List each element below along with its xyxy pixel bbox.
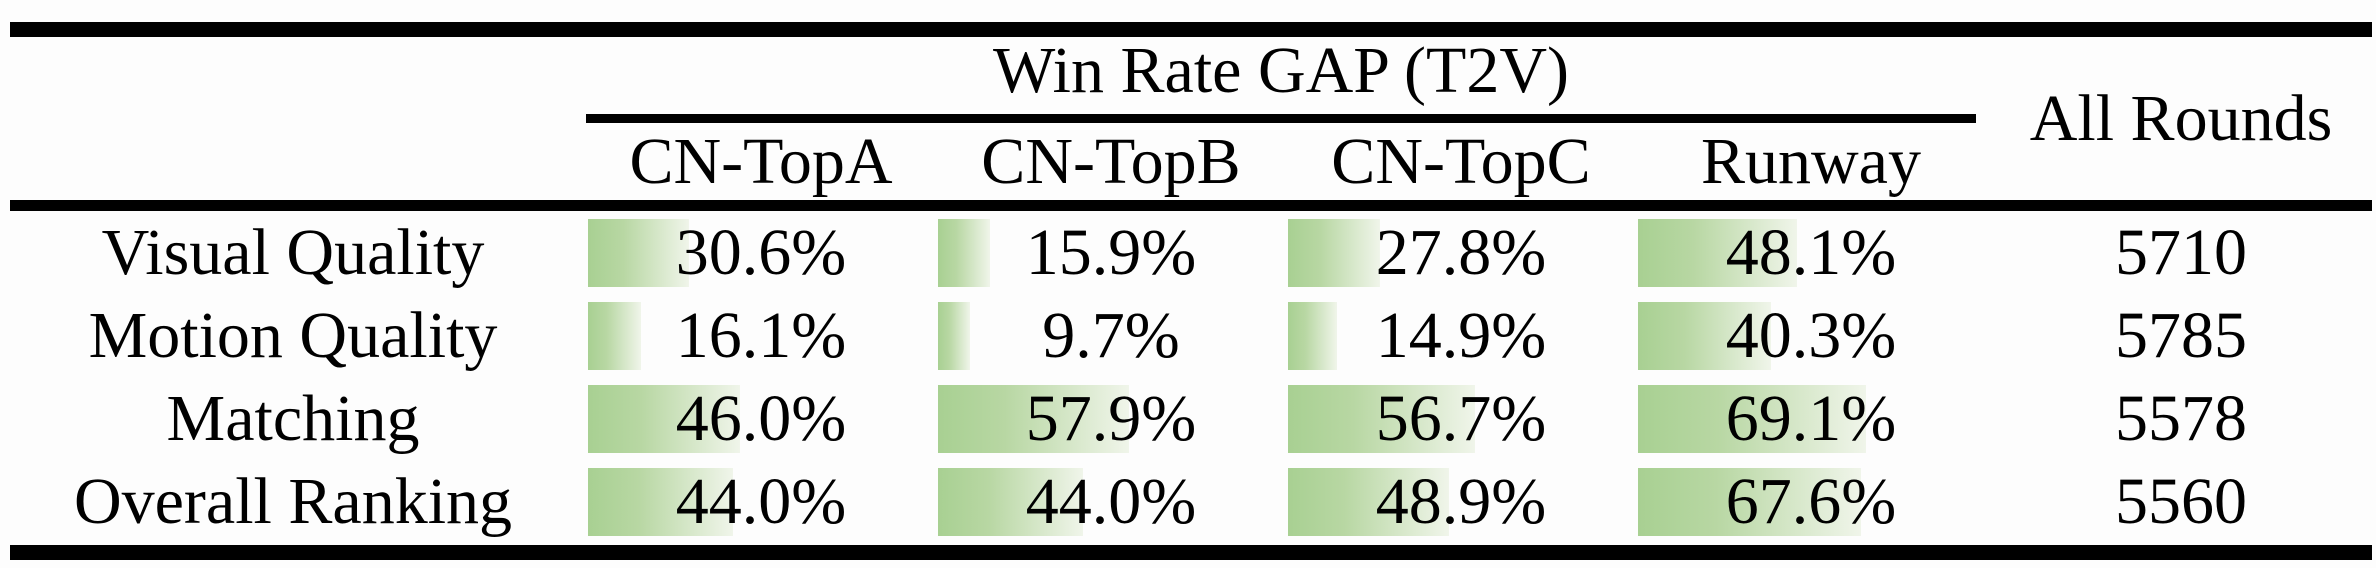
data-cell: 44.0% bbox=[936, 464, 1286, 538]
data-cell: 67.6% bbox=[1636, 464, 1986, 538]
win-rate-bar bbox=[588, 384, 740, 453]
column-header-cn-topc: CN-TopC bbox=[1331, 124, 1591, 198]
row-label: Matching bbox=[166, 381, 420, 455]
data-cell: 9.7% bbox=[936, 298, 1286, 372]
column-header-cn-topa: CN-TopA bbox=[629, 124, 893, 198]
all-rounds-value: 5710 bbox=[2115, 215, 2247, 289]
data-cell: 48.9% bbox=[1286, 464, 1636, 538]
table-row-motion-quality: Motion Quality 16.1% 9.7% 14.9% 40.3% 57… bbox=[0, 294, 2376, 377]
data-cell: 40.3% bbox=[1636, 298, 1986, 372]
win-rate-bar bbox=[1288, 384, 1476, 453]
row-label: Overall Ranking bbox=[73, 464, 513, 538]
win-rate-value: 44.0% bbox=[1025, 464, 1197, 538]
win-rate-bar bbox=[1288, 301, 1338, 370]
group-header-win-rate-gap: Win Rate GAP (T2V) bbox=[993, 34, 1569, 107]
data-cell: 56.7% bbox=[1286, 381, 1636, 455]
win-rate-value: 30.6% bbox=[675, 215, 847, 289]
win-rate-bar bbox=[938, 218, 991, 287]
win-rate-value: 16.1% bbox=[675, 298, 847, 372]
table-row-overall-ranking: Overall Ranking 44.0% 44.0% 48.9% 67.6% … bbox=[0, 460, 2376, 543]
win-rate-bar bbox=[588, 218, 689, 287]
column-header-cn-topb: CN-TopB bbox=[981, 124, 1241, 198]
win-rate-bar bbox=[1288, 218, 1380, 287]
data-cell: 15.9% bbox=[936, 215, 1286, 289]
win-rate-bar bbox=[1638, 301, 1771, 370]
win-rate-value: 67.6% bbox=[1725, 464, 1897, 538]
column-header-all-rounds: All Rounds bbox=[2029, 81, 2333, 155]
all-rounds-value: 5578 bbox=[2115, 381, 2247, 455]
row-label: Visual Quality bbox=[101, 215, 485, 289]
win-rate-value: 14.9% bbox=[1375, 298, 1547, 372]
win-rate-value: 44.0% bbox=[675, 464, 847, 538]
data-cell: 48.1% bbox=[1636, 215, 1986, 289]
win-rate-bar bbox=[1638, 384, 1867, 453]
win-rate-value: 9.7% bbox=[1042, 298, 1180, 372]
data-cell: 69.1% bbox=[1636, 381, 1986, 455]
table-row-visual-quality: Visual Quality 30.6% 15.9% 27.8% 48.1% 5… bbox=[0, 211, 2376, 294]
table-top-rule bbox=[10, 22, 2372, 37]
win-rate-value: 48.9% bbox=[1375, 464, 1547, 538]
data-cell: 27.8% bbox=[1286, 215, 1636, 289]
data-cell: 14.9% bbox=[1286, 298, 1636, 372]
win-rate-bar bbox=[1638, 467, 1862, 536]
win-rate-value: 46.0% bbox=[675, 381, 847, 455]
win-rate-value: 27.8% bbox=[1375, 215, 1547, 289]
data-cell: 30.6% bbox=[586, 215, 936, 289]
win-rate-value: 57.9% bbox=[1025, 381, 1197, 455]
table-bottom-rule bbox=[10, 545, 2372, 560]
win-rate-value: 56.7% bbox=[1375, 381, 1547, 455]
table-row-matching: Matching 46.0% 57.9% 56.7% 69.1% 5578 bbox=[0, 377, 2376, 460]
win-rate-bar bbox=[588, 467, 734, 536]
win-rate-value: 69.1% bbox=[1725, 381, 1897, 455]
group-header-underline-rule bbox=[586, 114, 1976, 123]
data-cell: 16.1% bbox=[586, 298, 936, 372]
data-cell: 46.0% bbox=[586, 381, 936, 455]
win-rate-bar bbox=[1288, 467, 1450, 536]
data-cell: 44.0% bbox=[586, 464, 936, 538]
win-rate-bar bbox=[588, 301, 642, 370]
win-rate-bar bbox=[938, 384, 1130, 453]
column-header-row: CN-TopA CN-TopB CN-TopC Runway bbox=[586, 123, 1986, 200]
column-header-runway: Runway bbox=[1701, 124, 1921, 198]
all-rounds-value: 5560 bbox=[2115, 464, 2247, 538]
win-rate-bar bbox=[938, 467, 1084, 536]
all-rounds-value: 5785 bbox=[2115, 298, 2247, 372]
win-rate-bar bbox=[938, 301, 970, 370]
data-cell: 57.9% bbox=[936, 381, 1286, 455]
table-body: Visual Quality 30.6% 15.9% 27.8% 48.1% 5… bbox=[0, 211, 2376, 543]
row-label: Motion Quality bbox=[88, 298, 498, 372]
win-rate-value: 48.1% bbox=[1725, 215, 1897, 289]
table-header-rule bbox=[10, 200, 2372, 211]
win-rate-value: 40.3% bbox=[1725, 298, 1897, 372]
win-rate-bar bbox=[1638, 218, 1797, 287]
win-rate-value: 15.9% bbox=[1025, 215, 1197, 289]
